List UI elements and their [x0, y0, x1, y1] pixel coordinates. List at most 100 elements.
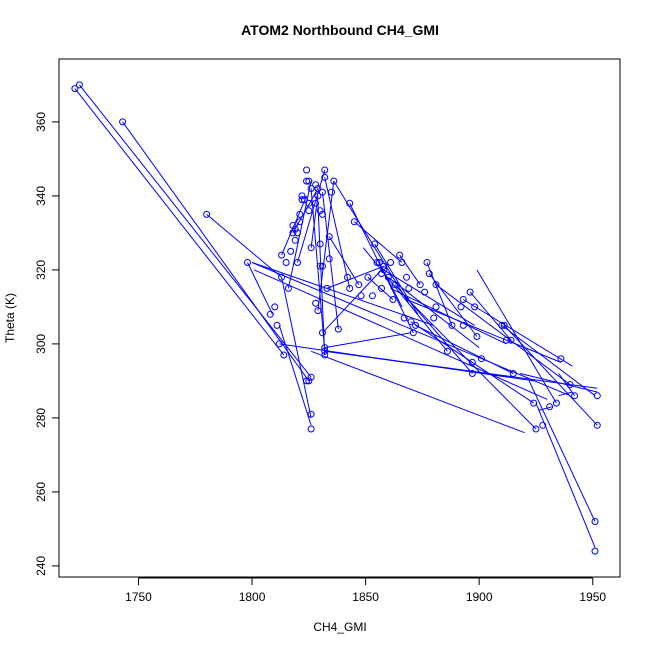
- data-point: [318, 329, 326, 337]
- data-point: [307, 185, 315, 192]
- data-point: [425, 270, 433, 278]
- data-point: [380, 266, 388, 274]
- series-line-segment: [501, 325, 596, 397]
- data-point: [321, 166, 329, 174]
- data-point: [571, 392, 579, 400]
- data-point: [307, 373, 315, 381]
- data-point: [328, 188, 336, 196]
- series-line-segment: [415, 324, 514, 374]
- data-point: [430, 314, 438, 322]
- data-point: [287, 247, 295, 255]
- data-point: [303, 166, 311, 174]
- series-line-segment: [278, 325, 312, 426]
- data-point: [355, 281, 363, 289]
- data-point: [293, 229, 301, 237]
- data-point: [459, 321, 467, 329]
- data-point: [346, 199, 354, 207]
- data-point: [477, 355, 485, 363]
- data-point: [357, 292, 365, 300]
- data-point: [457, 303, 465, 311]
- series-line-segment: [410, 321, 534, 404]
- series-line-segment: [383, 269, 475, 326]
- data-point: [591, 518, 599, 525]
- data-point: [566, 381, 574, 389]
- data-point: [378, 270, 386, 278]
- data-point: [316, 207, 324, 215]
- data-point: [539, 421, 547, 429]
- data-point: [364, 273, 372, 281]
- y-tick-label: 240: [34, 556, 48, 576]
- series-line-segment: [435, 284, 571, 386]
- data-point: [296, 210, 304, 218]
- data-point: [305, 177, 313, 185]
- data-point: [368, 292, 376, 300]
- data-point: [350, 218, 358, 226]
- data-point: [321, 344, 329, 352]
- data-point: [312, 181, 320, 189]
- data-point: [330, 177, 338, 185]
- data-point: [300, 196, 308, 204]
- data-point: [296, 218, 304, 226]
- data-point: [412, 321, 420, 329]
- data-point: [291, 236, 299, 244]
- data-point: [532, 425, 540, 433]
- data-point: [421, 288, 429, 296]
- series-points: [71, 81, 601, 555]
- series-line-segment: [388, 276, 480, 348]
- series-line-segment: [317, 181, 335, 311]
- data-point: [307, 410, 315, 418]
- x-axis-label: CH4_GMI: [313, 620, 366, 634]
- chart-title: ATOM2 Northbound CH4_GMI: [241, 22, 439, 38]
- data-point: [325, 233, 333, 241]
- series-line-segment: [469, 291, 512, 341]
- series-line-segment: [503, 325, 598, 426]
- data-point: [448, 321, 456, 329]
- data-point: [282, 259, 290, 266]
- data-point: [321, 351, 329, 359]
- series-line-segment: [535, 402, 596, 548]
- series-line-segment: [326, 265, 384, 289]
- data-point: [400, 314, 408, 322]
- data-point: [298, 196, 306, 204]
- data-point: [321, 347, 329, 355]
- series-line-segment: [310, 188, 326, 352]
- data-point: [289, 229, 297, 237]
- data-point: [303, 177, 311, 185]
- data-point: [316, 262, 324, 270]
- data-point: [318, 210, 326, 218]
- series-line-segment: [79, 84, 312, 378]
- series-line-segment: [324, 177, 351, 289]
- data-point: [432, 281, 440, 289]
- series-lines: [74, 84, 598, 548]
- series-line-segment: [519, 373, 598, 393]
- data-point: [409, 329, 417, 337]
- data-point: [305, 207, 313, 215]
- series-line-segment: [538, 406, 552, 411]
- data-point: [312, 299, 320, 307]
- series-line-segment: [428, 273, 478, 337]
- series-line-segment: [353, 221, 403, 263]
- data-point: [530, 399, 538, 407]
- data-point: [275, 340, 283, 348]
- data-point: [405, 284, 413, 292]
- data-point: [378, 284, 386, 292]
- data-point: [403, 273, 411, 281]
- data-point: [318, 188, 326, 196]
- data-point: [468, 370, 476, 377]
- data-point: [346, 284, 354, 292]
- data-point: [443, 347, 451, 355]
- y-tick-label: 320: [34, 260, 48, 280]
- y-tick-label: 340: [34, 186, 48, 206]
- data-point: [432, 303, 440, 311]
- data-point: [343, 273, 351, 281]
- data-point: [271, 303, 279, 311]
- data-point: [389, 296, 397, 303]
- data-point: [471, 303, 479, 311]
- x-tick-label: 1900: [466, 590, 493, 604]
- data-point: [244, 259, 252, 266]
- data-point: [396, 251, 404, 259]
- data-point: [280, 351, 288, 359]
- data-point: [398, 259, 406, 266]
- series-line-segment: [206, 214, 282, 278]
